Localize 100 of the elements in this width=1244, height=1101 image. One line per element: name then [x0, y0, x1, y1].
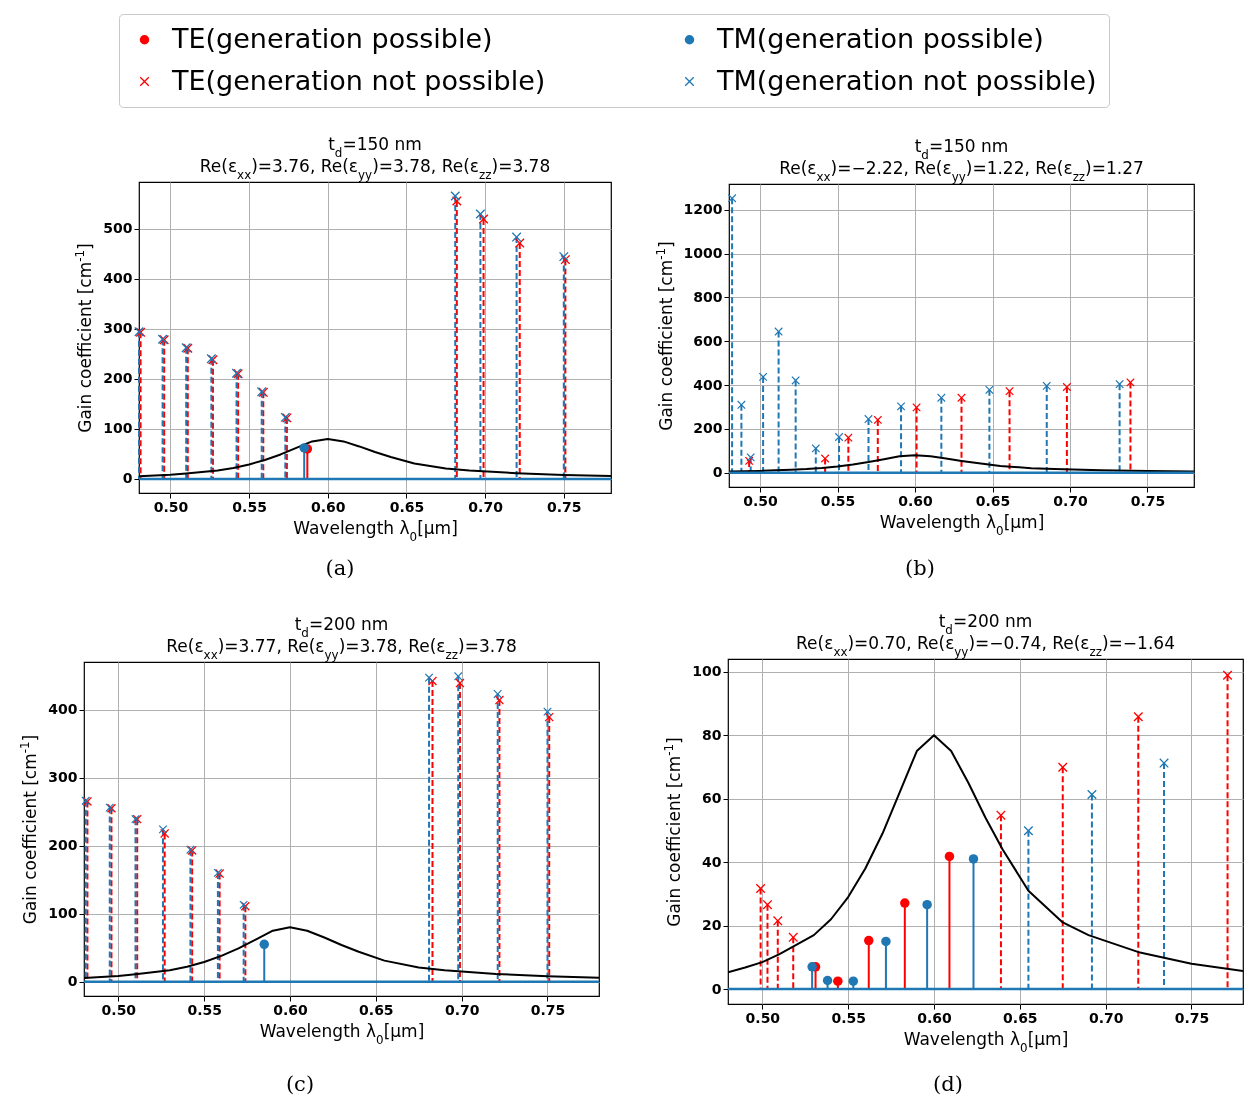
text: (c)	[285, 1072, 315, 1096]
y-tick-label: 0	[122, 470, 133, 487]
point	[450, 191, 460, 201]
point	[922, 899, 932, 910]
y-tick-label: 60	[702, 790, 722, 807]
point	[1087, 789, 1097, 800]
point	[454, 672, 463, 681]
point	[1023, 825, 1034, 836]
point	[896, 402, 906, 411]
x-tick-label: 0.75	[547, 498, 582, 515]
x-tick-label: 0.60	[898, 492, 934, 509]
x-tick-label: 0.55	[187, 1001, 222, 1018]
point	[1159, 758, 1169, 768]
point	[493, 689, 502, 699]
y-tick-label: 100	[48, 905, 78, 922]
point	[864, 414, 873, 424]
point	[773, 916, 783, 926]
y-tick-label: 200	[103, 370, 133, 387]
y-tick-label: 500	[103, 220, 133, 237]
x-tick-label: 0.75	[530, 1001, 566, 1018]
y-tick-label: 0	[67, 973, 78, 990]
point	[944, 851, 955, 862]
x-tick-label: 0.70	[444, 1001, 480, 1018]
x-axis-title: Wavelength λ$_{0}$[μm]	[903, 1028, 1069, 1055]
point	[515, 238, 525, 248]
x-tick-label: 0.60	[917, 1009, 953, 1026]
legend-label: TE(generation not possible)	[171, 64, 546, 96]
y-tick-label: 300	[48, 769, 78, 786]
y-tick-label: 0	[712, 464, 723, 481]
point	[494, 695, 504, 705]
x-tick-label: 0.65	[975, 492, 1011, 509]
y-tick-label: 800	[693, 288, 723, 305]
point	[900, 898, 910, 908]
y-tick-label: 40	[702, 853, 722, 870]
point	[864, 935, 874, 946]
legend-label: TM(generation possible)	[716, 22, 1044, 54]
text: (d)	[933, 1072, 963, 1096]
x-tick-label: 0.65	[389, 498, 425, 515]
point	[299, 443, 309, 453]
x-tick-label: 0.65	[359, 1001, 394, 1018]
point	[1222, 670, 1233, 680]
x-tick-label: 0.65	[1003, 1009, 1038, 1026]
point	[822, 975, 833, 986]
point	[957, 393, 966, 402]
y-tick-label: 200	[693, 420, 723, 437]
point	[968, 854, 979, 864]
x-tick-label: 0.70	[1053, 492, 1089, 509]
point	[511, 232, 522, 242]
y-tick-label: 400	[693, 376, 723, 393]
point	[424, 673, 434, 682]
x-tick-label: 0.75	[1174, 1009, 1210, 1026]
y-tick-label: 0	[711, 980, 722, 997]
point	[762, 899, 773, 910]
y-tick-label: 20	[702, 917, 722, 934]
x-tick-label: 0.55	[820, 492, 856, 509]
point	[158, 825, 168, 834]
point	[1042, 381, 1051, 391]
y-tick-label: 1200	[683, 201, 723, 218]
x-tick-label: 0.50	[101, 1001, 137, 1018]
y-tick-label: 400	[48, 701, 78, 718]
chart-subtitle: Re(ε$_{xx}$)=3.77, Re(ε$_{yy}$)=3.78, Re(ε$_{zz}$)=3.78	[166, 636, 517, 662]
x-tick-label: 0.50	[743, 492, 779, 509]
text: (b)	[905, 556, 935, 580]
text: (a)	[325, 556, 355, 580]
y-tick-label: 300	[103, 320, 133, 337]
chart-subtitle: Re(ε$_{xx}$)=−2.22, Re(ε$_{yy}$)=1.22, Re(ε$_{zz}$)=1.27	[779, 158, 1144, 184]
point	[848, 976, 859, 986]
point	[475, 209, 486, 219]
point	[833, 976, 843, 986]
x-tick-label: 0.60	[273, 1001, 309, 1018]
point	[811, 444, 820, 453]
x-tick-label: 0.50	[153, 498, 189, 515]
point	[985, 385, 994, 395]
point	[259, 939, 269, 950]
x-tick-label: 0.55	[831, 1009, 866, 1026]
chart-subtitle: Re(ε$_{xx}$)=0.70, Re(ε$_{yy}$)=−0.74, Re(ε$_{zz}$)=−1.64	[796, 633, 1175, 659]
point	[727, 194, 737, 203]
x-tick-label: 0.50	[745, 1009, 781, 1026]
point	[755, 883, 766, 894]
x-tick-label: 0.70	[468, 498, 504, 515]
y-tick-label: 100	[692, 663, 722, 680]
y-tick-label: 1000	[683, 245, 723, 261]
point	[873, 415, 882, 425]
y-tick-label: 400	[103, 270, 133, 287]
x-tick-label: 0.75	[1130, 492, 1166, 509]
point	[996, 810, 1006, 820]
point	[807, 962, 817, 972]
point	[1115, 379, 1124, 389]
x-axis-title: Wavelength λ$_{0}$[μm]	[879, 511, 1045, 538]
legend-label: TE(generation possible)	[171, 22, 493, 54]
point	[820, 454, 830, 463]
y-tick-label: 600	[693, 332, 723, 349]
point	[1005, 387, 1014, 396]
chart-subtitle: Re(ε$_{xx}$)=3.76, Re(ε$_{yy}$)=3.78, Re(ε$_{zz}$)=3.78	[199, 156, 551, 182]
x-axis-title: Wavelength λ$_{0}$[μm]	[293, 517, 458, 544]
point	[881, 936, 891, 947]
x-tick-label: 0.55	[232, 498, 267, 515]
legend-label: TM(generation not possible)	[716, 64, 1097, 96]
x-tick-label: 0.60	[311, 498, 346, 515]
x-tick-label: 0.70	[1088, 1009, 1124, 1026]
